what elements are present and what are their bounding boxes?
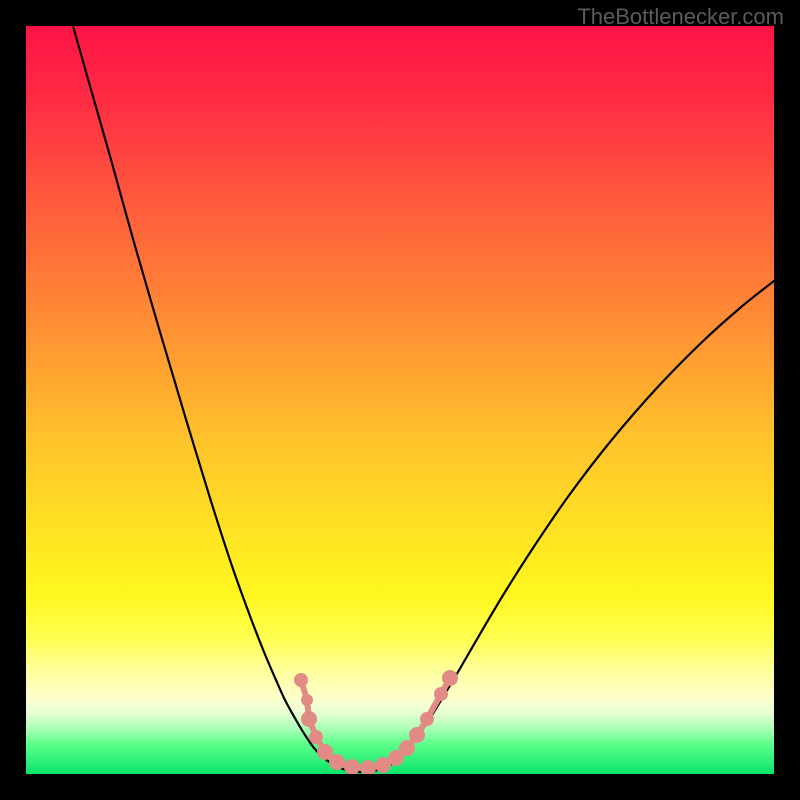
bead <box>442 670 458 686</box>
plot-area <box>26 26 774 774</box>
bead <box>434 687 448 701</box>
bead <box>301 711 317 727</box>
watermark-text: TheBottlenecker.com <box>577 4 784 30</box>
bead <box>344 759 360 775</box>
bead <box>420 712 434 726</box>
bead <box>309 730 323 744</box>
bead <box>399 740 415 756</box>
bottleneck-chart <box>0 0 800 800</box>
bead <box>294 673 308 687</box>
chart-root: TheBottlenecker.com <box>0 0 800 800</box>
bead <box>409 727 425 743</box>
bead <box>329 754 345 770</box>
bead <box>301 694 313 706</box>
bead <box>360 760 376 776</box>
